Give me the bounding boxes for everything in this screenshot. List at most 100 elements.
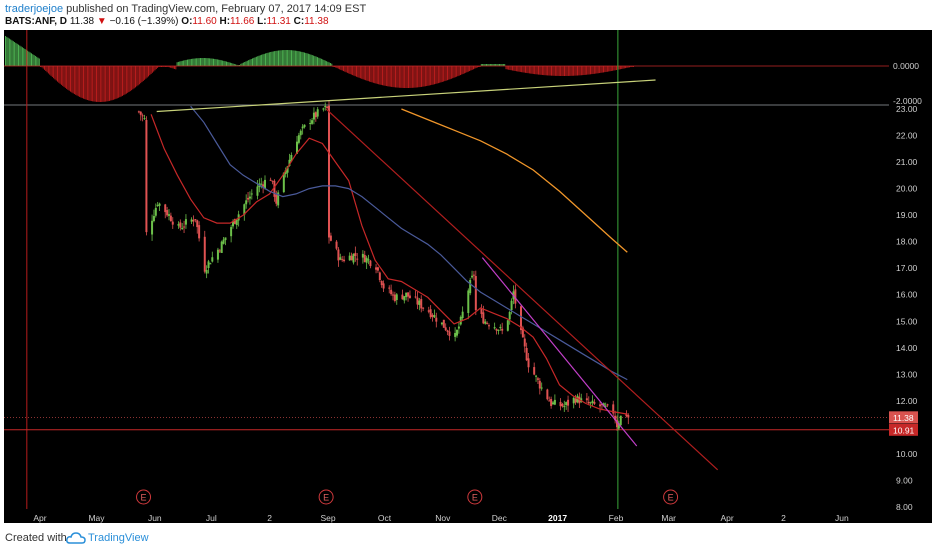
oscillator-bar [184,60,186,66]
oscillator-bar [450,66,452,79]
oscillator-bar [440,66,442,83]
oscillator-bar [323,59,325,66]
candle-body [614,415,617,421]
oscillator-bar [348,66,350,74]
oscillator-bar [454,66,456,78]
oscillator-bar [367,66,369,82]
oscillator-bar [515,66,517,72]
oscillator-bar [322,59,324,66]
price-scale[interactable] [889,30,932,523]
candle-body [538,380,541,389]
oscillator-bar [413,66,415,88]
author-link[interactable]: traderjoejoe [5,3,64,15]
oscillator-bar [326,61,328,66]
tradingview-brand[interactable]: TradingView [88,532,149,544]
plot-area[interactable] [4,30,889,523]
oscillator-bar [285,50,287,66]
oscillator-bar [562,66,564,76]
oscillator-bar [352,66,354,76]
oscillator-bar [480,64,482,66]
earnings-marker-icon[interactable] [467,489,483,505]
time-tick-label: Jun [835,513,849,523]
oscillator-bar [597,66,599,74]
candle-body [606,404,609,406]
oscillator-bar [398,66,400,88]
oscillator-bar [336,66,338,69]
time-tick-label: Apr [33,513,46,523]
oscillator-bar [149,66,151,76]
oscillator-bar [296,50,298,66]
osc-tick-label: 0.0000 [893,61,919,71]
earnings-marker-icon[interactable] [318,489,334,505]
candle-body [297,135,300,143]
oscillator-bar [579,66,581,76]
oscillator-bar [106,66,108,102]
candle-body [548,400,551,402]
oscillator-bar [482,64,484,66]
oscillator-bar [514,66,516,71]
oscillator-bar [591,66,593,75]
candle-body [433,315,436,318]
candle-body [525,347,528,361]
oscillator-bar [357,66,359,78]
time-scale[interactable] [4,509,889,523]
oscillator-bar [354,66,356,77]
oscillator-bar [81,66,83,99]
oscillator-bar [419,66,421,88]
candle-body [378,272,381,281]
oscillator-bar [216,59,218,66]
last-price-badge-text: 11.38 [893,413,914,423]
oscillator-bar [125,66,127,94]
oscillator-bar [222,60,224,66]
candle-body [429,309,432,318]
oscillator-bar [530,66,532,74]
oscillator-bar [504,64,506,66]
oscillator-bar [80,66,82,98]
time-tick-label: Oct [378,513,392,523]
ohlc-legend: BATS:ANF, D 11.38 ▼ −0.16 (−1.39%) O:11.… [5,16,329,27]
oscillator-bar [304,52,305,66]
candle-body [446,330,449,332]
candle-body [392,294,394,296]
earnings-marker-icon[interactable] [663,489,679,505]
candle-body [599,404,602,407]
candle-body [235,219,238,225]
oscillator-bar [424,66,426,87]
candle-body [245,200,248,205]
oscillator-bar [306,53,308,66]
oscillator-bar [595,66,597,74]
oscillator-bar [168,66,170,68]
candle-body [572,397,575,404]
oscillator-bar [437,66,439,84]
time-tick-label: Nov [435,513,451,523]
earnings-marker-label: E [323,493,329,503]
oscillator-bar [543,66,545,76]
oscillator-bar [213,58,214,66]
candle-body [273,180,276,197]
oscillator-bar [23,48,25,66]
oscillator-bar [252,58,253,66]
price-tick-label: 21.00 [896,157,918,167]
oscillator-bar [372,66,374,83]
oscillator-bar [362,66,364,80]
time-tick-label: Dec [492,513,508,523]
oscillator-bar [508,66,510,70]
price-chart[interactable]: 0.0000 -2.0000 23.00 22.00 21.00 20.00 19.00 1… [0,30,932,528]
oscillator-bar [376,66,378,84]
candle-body [493,327,496,329]
oscillator-bar [206,58,208,66]
candle-body [329,235,332,241]
oscillator-bar [209,58,211,66]
candle-body [211,257,214,262]
oscillator-bar [463,66,465,74]
oscillator-bar [240,63,242,66]
oscillator-bar [275,50,277,66]
earnings-marker-icon[interactable] [136,489,152,505]
candle-body [527,358,530,368]
oscillator-bar [118,66,120,98]
oscillator-bar [575,66,577,76]
oscillator-bar [258,55,260,66]
oscillator-bar [109,66,110,101]
candle-body [619,415,622,426]
time-tick-label: May [88,513,105,523]
